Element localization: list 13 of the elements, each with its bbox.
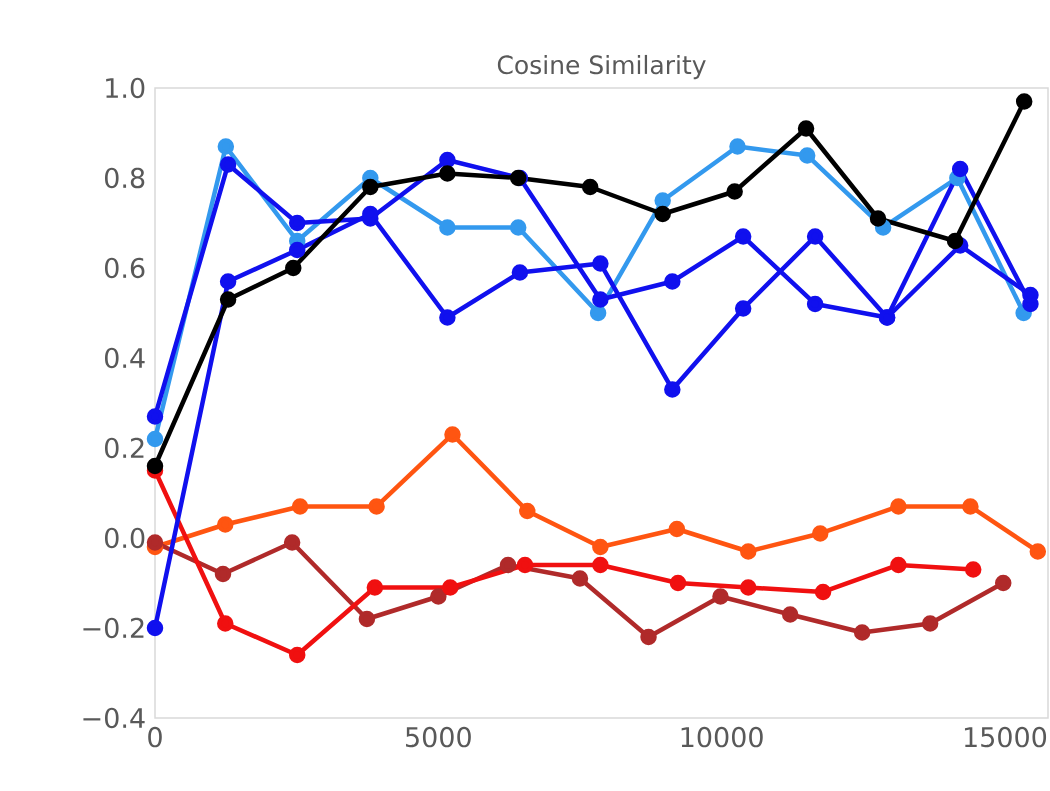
chart-title: Cosine Similarity — [497, 54, 706, 80]
y-tick-label: 0.6 — [104, 257, 145, 279]
y-tick-label: −0.4 — [83, 707, 145, 729]
x-tick-label: 5000 — [406, 726, 471, 748]
y-tick-label: 0.4 — [104, 347, 145, 369]
y-tick-label: 0.2 — [104, 437, 144, 459]
y-tick-label: 0.8 — [104, 167, 145, 189]
y-tick-label: −0.2 — [83, 617, 144, 639]
x-tick-label: 15000 — [964, 726, 1047, 748]
y-tick-label: 0.0 — [104, 527, 145, 549]
x-tick-label: 0 — [148, 726, 162, 748]
x-tick-label: 10000 — [681, 726, 763, 748]
y-tick-label: 1.0 — [106, 77, 145, 99]
